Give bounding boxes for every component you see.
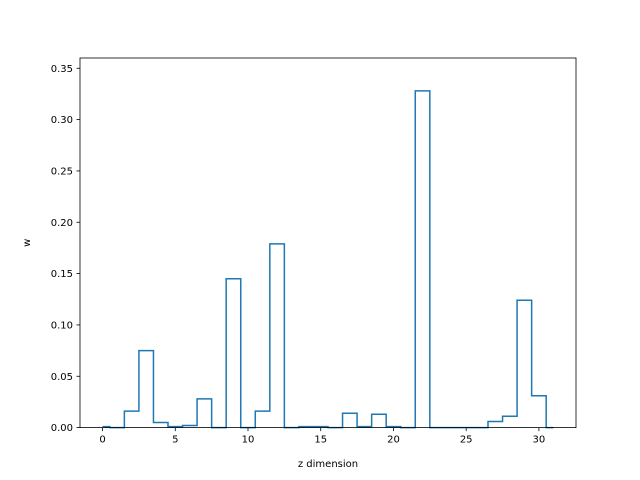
x-tick-label: 0 bbox=[99, 435, 105, 446]
y-axis-ticks: 0.00 0.05 0.10 0.15 0.20 0.25 0.30 0.35 bbox=[51, 64, 80, 434]
y-tick-label: 0.35 bbox=[51, 64, 73, 75]
x-tick-label: 25 bbox=[460, 435, 473, 446]
series-step-line bbox=[102, 90, 554, 429]
y-axis-label: w bbox=[22, 239, 33, 247]
y-tick-label: 0.25 bbox=[51, 166, 73, 177]
y-tick-label: 0.20 bbox=[51, 218, 73, 229]
y-tick-label: 0.05 bbox=[51, 372, 73, 383]
plot-frame bbox=[79, 57, 577, 429]
x-tick-label: 30 bbox=[533, 435, 546, 446]
x-tick-label: 5 bbox=[172, 435, 178, 446]
y-tick-label: 0.10 bbox=[51, 320, 73, 331]
x-axis-ticks: 0 5 10 15 20 25 30 bbox=[99, 427, 546, 446]
x-tick-label: 20 bbox=[387, 435, 400, 446]
y-tick-label: 0.00 bbox=[51, 423, 73, 434]
x-tick-label: 10 bbox=[242, 435, 255, 446]
y-tick-label: 0.15 bbox=[51, 269, 73, 280]
x-axis-label: z dimension bbox=[298, 459, 358, 470]
y-tick-label: 0.30 bbox=[51, 115, 73, 126]
x-tick-label: 15 bbox=[314, 435, 327, 446]
